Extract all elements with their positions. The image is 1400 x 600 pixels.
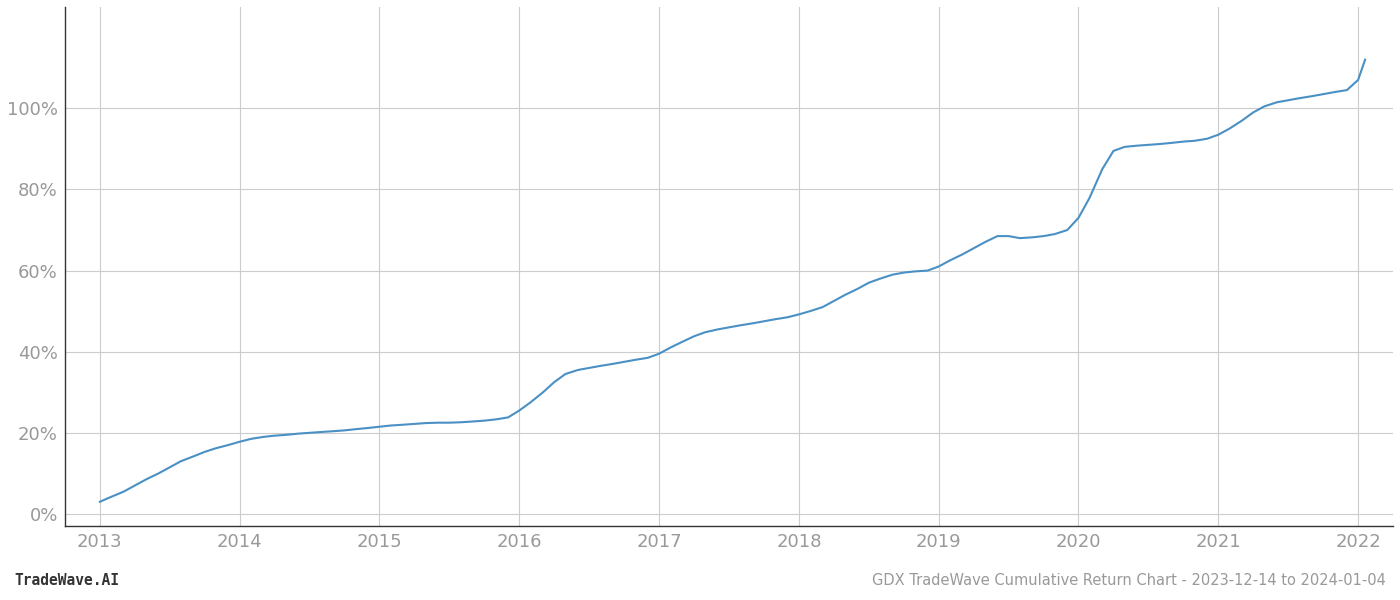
Text: GDX TradeWave Cumulative Return Chart - 2023-12-14 to 2024-01-04: GDX TradeWave Cumulative Return Chart - … xyxy=(872,573,1386,588)
Text: TradeWave.AI: TradeWave.AI xyxy=(14,573,119,588)
